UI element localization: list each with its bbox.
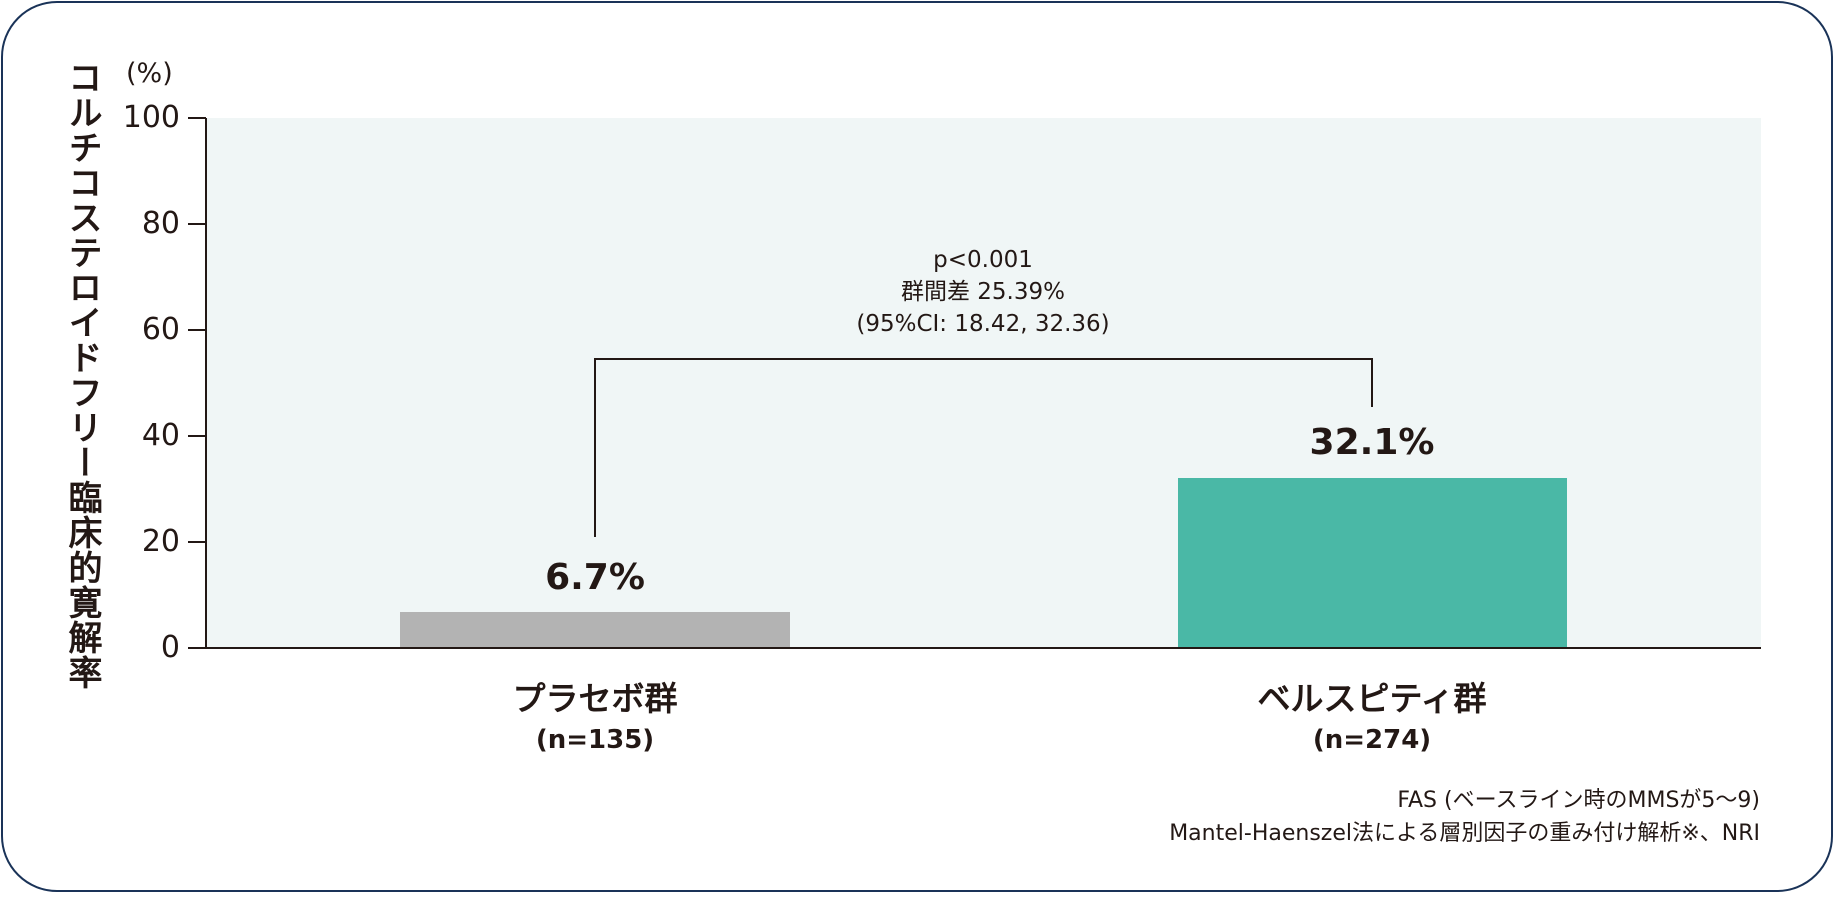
y-tick-label: 100 xyxy=(122,100,180,135)
y-axis-title: コルチコステロイドフリー臨床的寛解率 xyxy=(62,60,102,690)
y-tick-label: 60 xyxy=(141,312,180,347)
bracket-right-leg xyxy=(1371,358,1373,407)
bracket-left-leg xyxy=(594,358,596,537)
group-difference: 群間差 25.39% xyxy=(900,279,1065,305)
p-value: p<0.001 xyxy=(933,247,1033,273)
x-axis-line xyxy=(205,647,1761,649)
y-tick-label: 0 xyxy=(160,630,180,665)
category-label-placebo: プラセボ群 xyxy=(512,679,678,718)
y-tick xyxy=(188,541,206,543)
bar-placebo xyxy=(400,612,790,648)
confidence-interval: (95%CI: 18.42, 32.36) xyxy=(856,311,1110,337)
bar-value-label-placebo: 6.7% xyxy=(545,557,645,598)
y-tick xyxy=(188,647,206,649)
bar-velspiti xyxy=(1178,477,1567,648)
y-axis-unit: (%) xyxy=(126,58,173,89)
category-n-velspiti: (n=274) xyxy=(1312,725,1432,755)
bar-value-label-velspiti: 32.1% xyxy=(1309,422,1435,463)
category-n-placebo: (n=135) xyxy=(535,725,655,755)
significance-annotation: p<0.001 群間差 25.39% (95%CI: 18.42, 32.36) xyxy=(783,244,1183,340)
y-tick-label: 80 xyxy=(141,206,180,241)
bracket-top xyxy=(594,358,1373,360)
category-label-velspiti: ベルスピティ群 xyxy=(1257,679,1487,718)
y-tick xyxy=(188,117,206,119)
y-tick xyxy=(188,435,206,437)
footnote-method: Mantel-Haenszel法による層別因子の重み付け解析※、NRI xyxy=(1169,821,1760,846)
footnote-population: FAS (ベースライン時のMMSが5～9) xyxy=(1397,788,1760,813)
y-tick-label: 20 xyxy=(141,524,180,559)
y-axis-line xyxy=(205,118,207,649)
y-tick-label: 40 xyxy=(141,418,180,453)
y-tick xyxy=(188,329,206,331)
y-tick xyxy=(188,223,206,225)
